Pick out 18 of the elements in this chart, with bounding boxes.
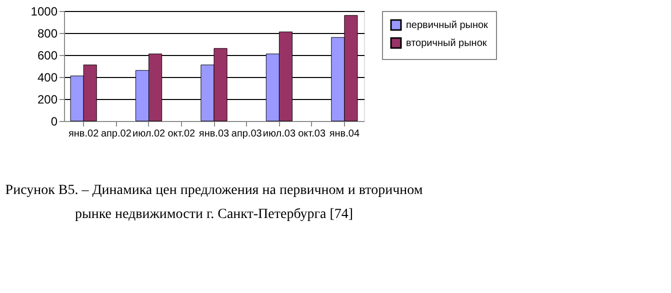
legend-label: вторичный рынок (406, 38, 488, 49)
x-tick-label: июл.02 (132, 128, 166, 140)
x-tick-label: июл.03 (262, 128, 296, 140)
text: Рисунок В5. – Динамика цен предложения на первичном и вторичном рынке недвижимости г. Санкт-Петербурга [74] (5, 183, 423, 222)
x-tick-label: янв.03 (198, 128, 230, 140)
x-tick-label: окт.02 (168, 128, 196, 140)
x-tick-label: апр.03 (231, 128, 262, 140)
x-tick-label: апр.02 (100, 128, 132, 140)
y-tick-label: 800 (37, 26, 58, 40)
x-tick-label: янв.04 (329, 128, 360, 140)
y-tick-label: 200 (37, 92, 58, 106)
y-tick-label: 0 (50, 114, 58, 128)
y-tick-label: 1000 (30, 4, 58, 18)
y-tick-label: 600 (37, 48, 58, 62)
x-tick-label: янв.02 (68, 128, 100, 140)
y-tick-label: 400 (37, 70, 58, 84)
x-tick-label: окт.03 (298, 128, 326, 140)
legend-label: первичный рынок (406, 20, 489, 31)
